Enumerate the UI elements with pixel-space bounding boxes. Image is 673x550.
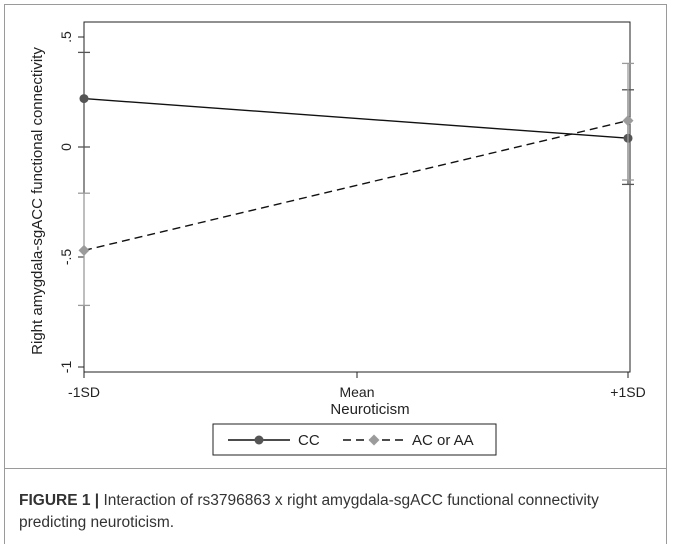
x-tick-label: +1SD bbox=[610, 384, 645, 400]
x-tick-label: -1SD bbox=[68, 384, 100, 400]
x-axis-title: Neuroticism bbox=[330, 401, 409, 418]
y-tick-label: -1 bbox=[58, 361, 74, 374]
caption-divider bbox=[4, 468, 667, 469]
data-point bbox=[622, 115, 634, 127]
legend-item-cc: CC bbox=[228, 432, 320, 449]
series-2 bbox=[78, 62, 634, 307]
y-tick-label: 0 bbox=[58, 143, 74, 151]
series-1 bbox=[78, 51, 634, 186]
y-axis-title: Right amygdala-sgACC functional connecti… bbox=[29, 47, 46, 355]
legend: CC AC or AA bbox=[212, 423, 497, 456]
series-line bbox=[83, 119, 629, 252]
y-tick-label: .5 bbox=[58, 31, 74, 43]
data-point bbox=[79, 94, 89, 104]
axes: .5 0 -.5 -1 -1SD Mean +1SD bbox=[58, 21, 646, 400]
x-tick-label: Mean bbox=[339, 384, 374, 400]
figure-caption: FIGURE 1 | Interaction of rs3796863 x ri… bbox=[19, 490, 659, 534]
legend-label: AC or AA bbox=[412, 432, 474, 449]
data-point bbox=[78, 244, 90, 256]
series-line bbox=[83, 97, 629, 139]
caption-label: FIGURE 1 | bbox=[19, 492, 100, 509]
interaction-chart: .5 0 -.5 -1 -1SD Mean +1SD Right amygdala-sgAC… bbox=[29, 21, 646, 456]
legend-box bbox=[212, 423, 497, 456]
legend-label: CC bbox=[298, 432, 320, 449]
series-layer bbox=[78, 51, 634, 307]
plot-frame bbox=[83, 21, 631, 373]
legend-item-ac-aa: AC or AA bbox=[343, 432, 474, 449]
data-point bbox=[254, 435, 264, 445]
figure-frame bbox=[4, 4, 667, 544]
caption-text: Interaction of rs3796863 x right amygdal… bbox=[19, 492, 599, 531]
data-point bbox=[368, 434, 380, 446]
y-tick-label: -.5 bbox=[58, 249, 74, 266]
